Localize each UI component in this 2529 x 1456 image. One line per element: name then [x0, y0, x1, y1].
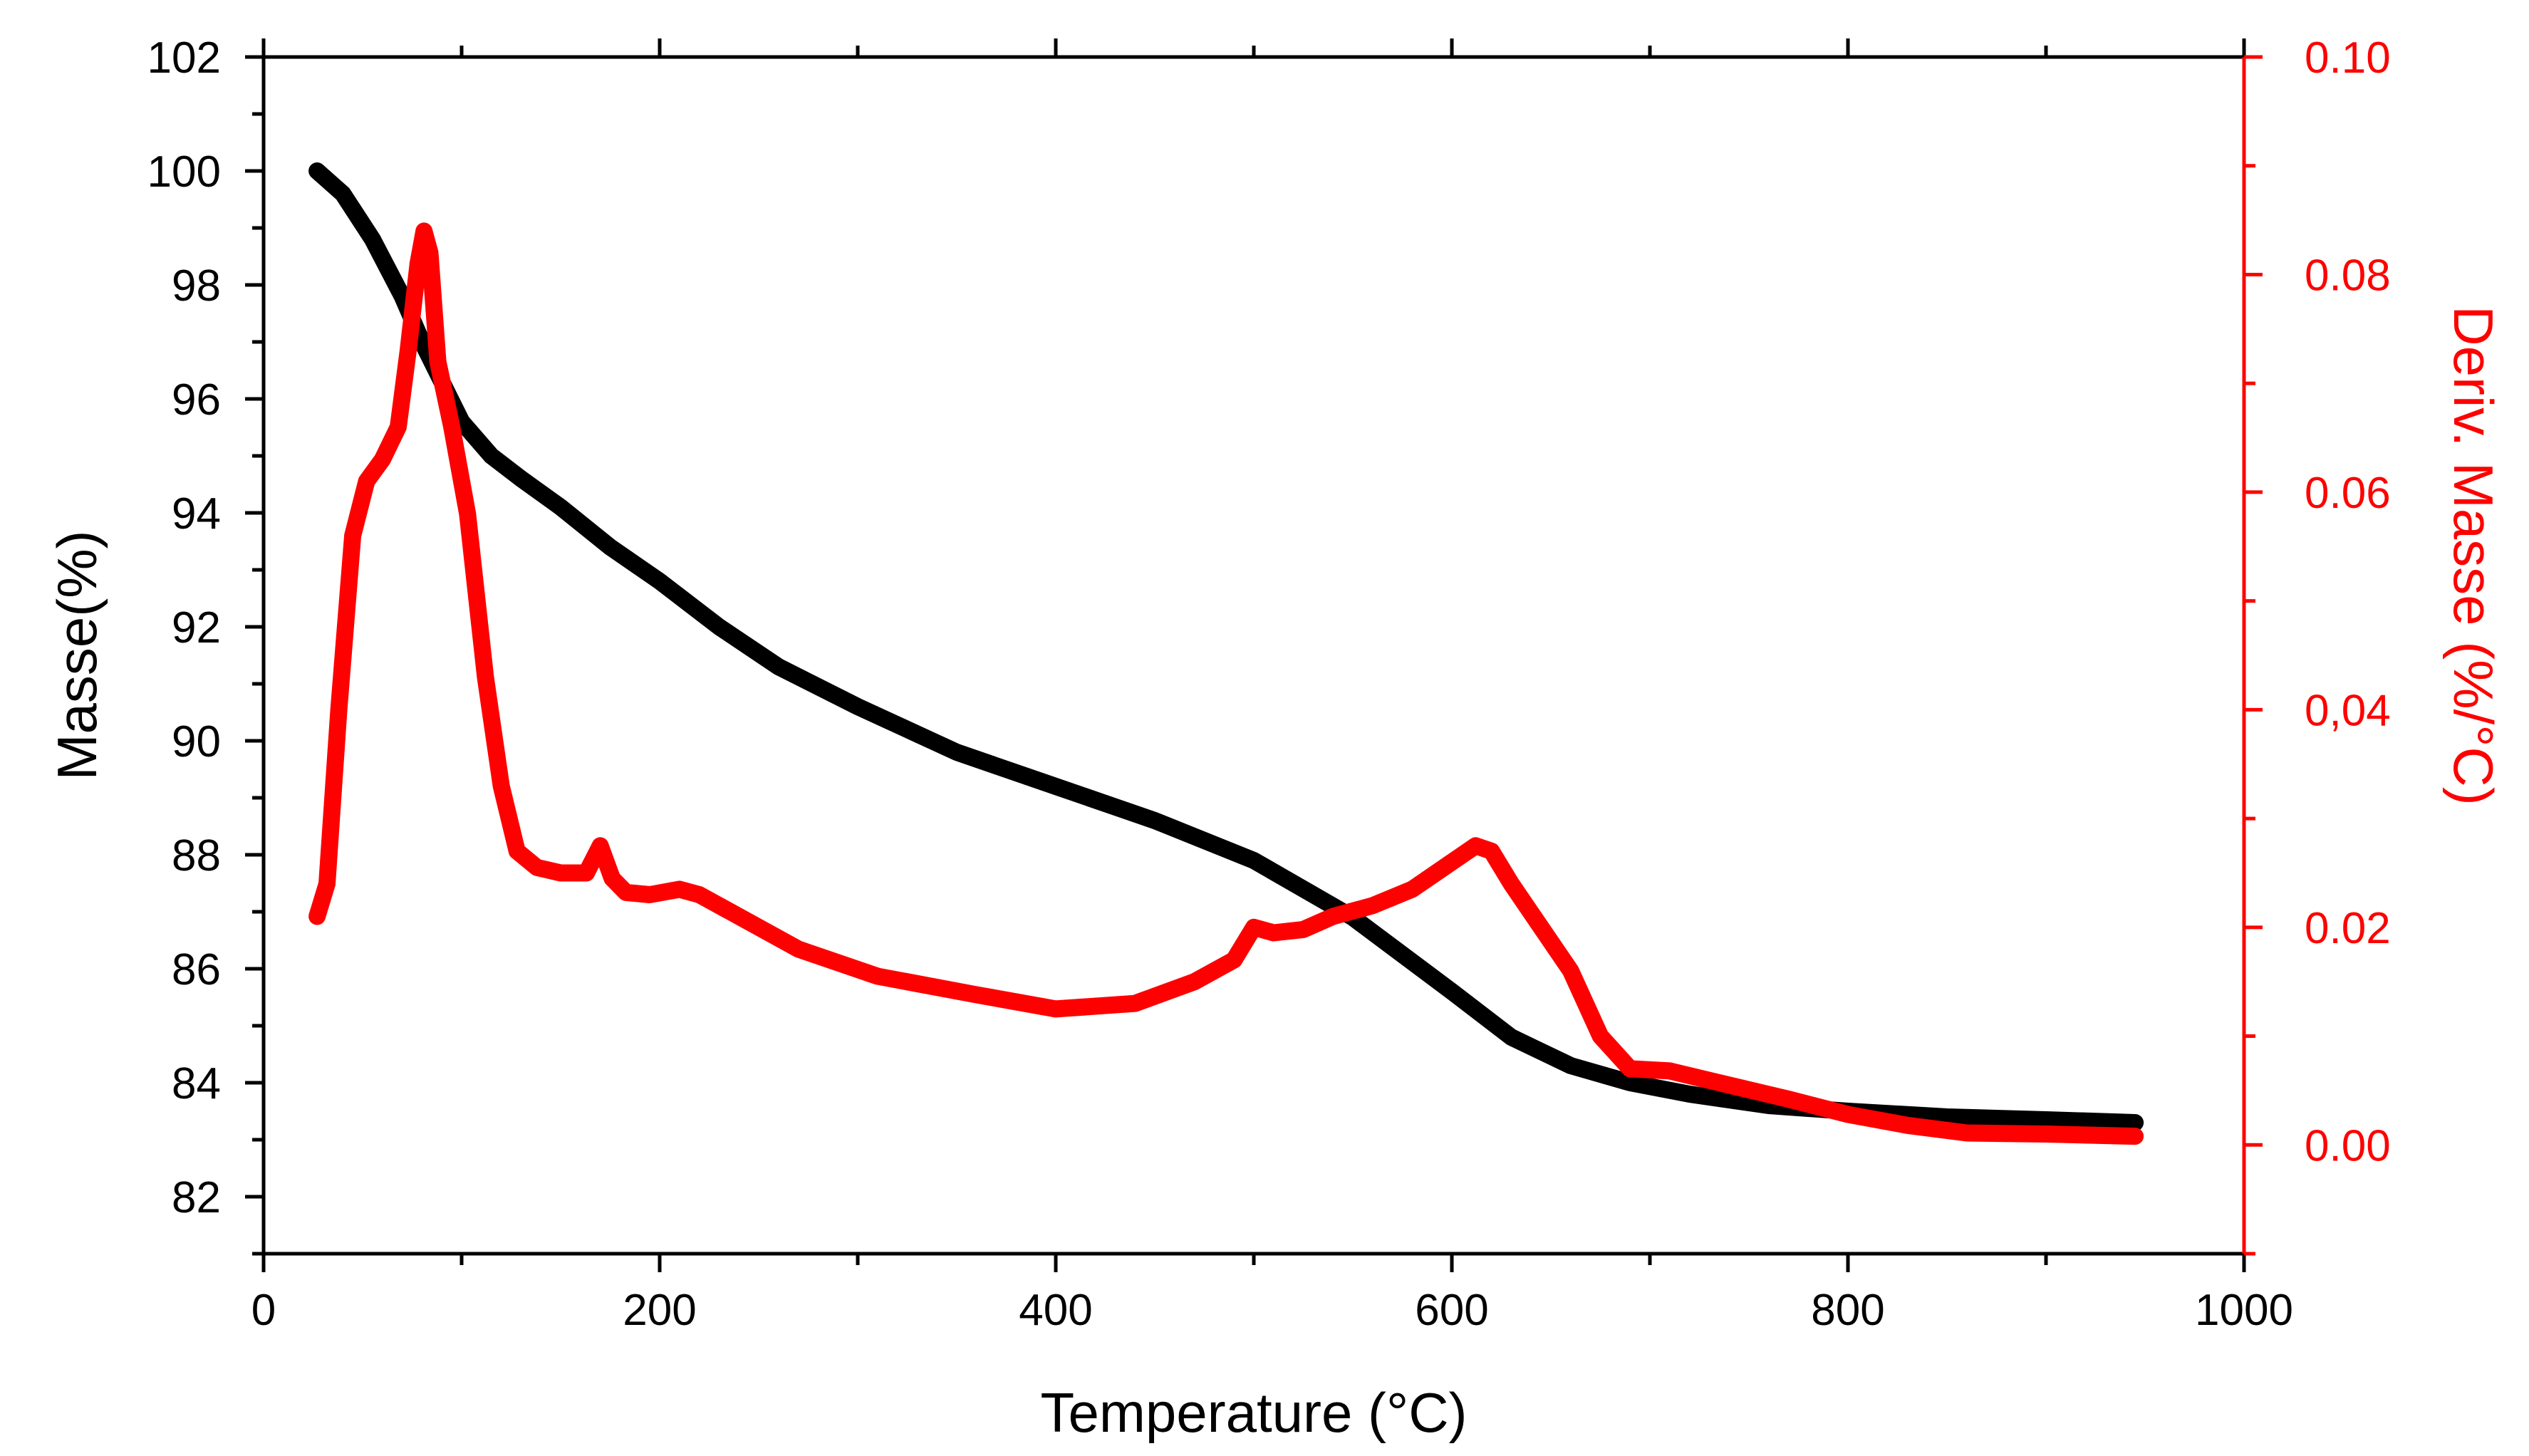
y-tick-label: 100	[147, 147, 221, 197]
y2-tick-label: 0.10	[2305, 33, 2391, 83]
masse-series-line	[308, 162, 2144, 1131]
x-tick-label: 600	[1415, 1286, 1488, 1335]
x-tick-label: 400	[1019, 1286, 1092, 1335]
x-tick-label: 800	[1811, 1286, 1884, 1335]
y-tick-label: 90	[172, 717, 221, 766]
right-y-axis-title: Deriv. Masse (%/°C)	[2442, 306, 2505, 805]
series-layer	[308, 162, 2144, 1145]
x-axis-ticks: 0 200 400 600 800 1000	[251, 38, 2293, 1335]
y2-tick-label: 0.08	[2305, 251, 2391, 300]
y-tick-label: 92	[172, 603, 221, 652]
y-tick-label: 86	[172, 945, 221, 994]
y-tick-label: 96	[172, 375, 221, 425]
left-y-axis-ticks: 82 84 86 88 90 92 94 96 98 100 102	[147, 33, 264, 1256]
y-tick-label: 94	[172, 489, 221, 539]
x-tick-label: 200	[623, 1286, 696, 1335]
left-y-axis-title: Masse(%)	[46, 530, 108, 780]
y-tick-label: 84	[172, 1059, 221, 1108]
x-tick-label: 0	[251, 1286, 276, 1335]
y2-tick-label: 0,04	[2305, 686, 2391, 735]
deriv-masse-series-line	[308, 222, 2144, 1145]
x-axis-title: Temperature (°C)	[1040, 1381, 1467, 1444]
y2-tick-label: 0.06	[2305, 469, 2391, 518]
y-tick-label: 102	[147, 33, 221, 83]
y-tick-label: 82	[172, 1173, 221, 1222]
y2-tick-label: 0.02	[2305, 904, 2391, 953]
y2-tick-label: 0.00	[2305, 1121, 2391, 1170]
plot-frame	[261, 55, 2246, 1256]
x-tick-label: 1000	[2195, 1286, 2293, 1335]
y-tick-label: 88	[172, 831, 221, 880]
right-y-axis-ticks: 0.00 0.02 0,04 0.06 0.08 0.10	[2244, 33, 2391, 1256]
y-tick-label: 98	[172, 261, 221, 311]
